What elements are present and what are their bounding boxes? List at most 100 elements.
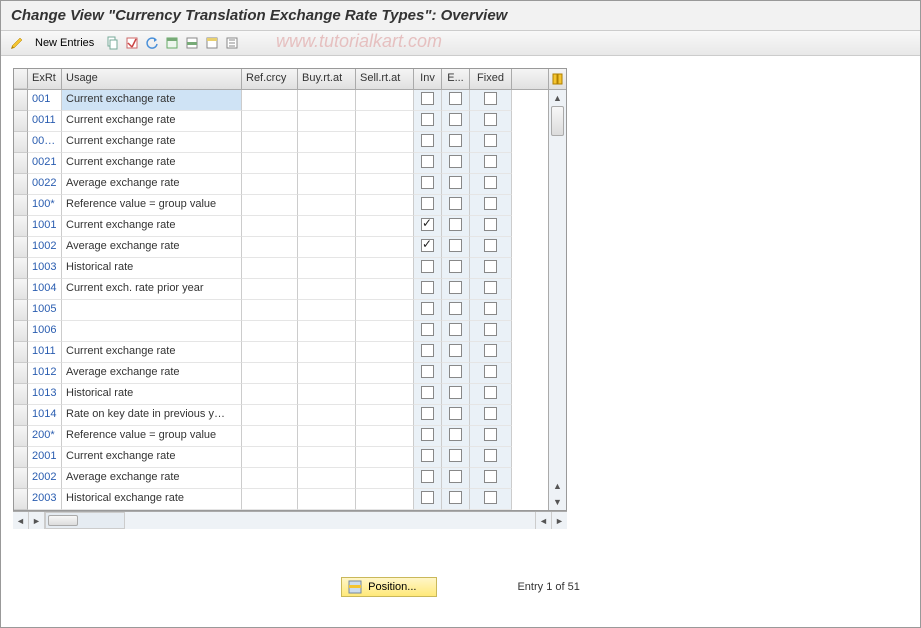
checkbox-e[interactable] bbox=[449, 260, 462, 273]
table-row[interactable]: 1014Rate on key date in previous y… bbox=[14, 405, 548, 426]
cell-e[interactable] bbox=[442, 405, 470, 426]
cell-fixed[interactable] bbox=[470, 384, 512, 405]
cell-sell[interactable] bbox=[356, 195, 414, 216]
checkbox-inv[interactable] bbox=[421, 302, 434, 315]
checkbox-e[interactable] bbox=[449, 281, 462, 294]
position-button[interactable]: Position... bbox=[341, 577, 437, 597]
cell-fixed[interactable] bbox=[470, 426, 512, 447]
toggle-display-change-icon[interactable] bbox=[9, 35, 25, 51]
row-handle[interactable] bbox=[14, 90, 28, 111]
table-row[interactable]: 1001Current exchange rate bbox=[14, 216, 548, 237]
row-handle-header[interactable] bbox=[14, 69, 28, 89]
cell-buy[interactable] bbox=[298, 258, 356, 279]
cell-inv[interactable] bbox=[414, 153, 442, 174]
cell-exrt[interactable]: 1006 bbox=[28, 321, 62, 342]
table-row[interactable]: 1011Current exchange rate bbox=[14, 342, 548, 363]
copy-as-icon[interactable] bbox=[104, 35, 120, 51]
cell-sell[interactable] bbox=[356, 447, 414, 468]
checkbox-inv[interactable] bbox=[421, 260, 434, 273]
checkbox-fixed[interactable] bbox=[484, 134, 497, 147]
cell-refcrcy[interactable] bbox=[242, 279, 298, 300]
checkbox-inv[interactable] bbox=[421, 155, 434, 168]
cell-inv[interactable] bbox=[414, 426, 442, 447]
scroll-up-arrow[interactable]: ▲ bbox=[549, 90, 566, 106]
cell-inv[interactable] bbox=[414, 405, 442, 426]
cell-usage[interactable]: Average exchange rate bbox=[62, 237, 242, 258]
checkbox-inv[interactable] bbox=[421, 218, 434, 231]
select-block-icon[interactable] bbox=[184, 35, 200, 51]
cell-usage[interactable]: Current exchange rate bbox=[62, 90, 242, 111]
cell-sell[interactable] bbox=[356, 132, 414, 153]
cell-e[interactable] bbox=[442, 216, 470, 237]
cell-sell[interactable] bbox=[356, 111, 414, 132]
table-row[interactable]: 0022Average exchange rate bbox=[14, 174, 548, 195]
cell-refcrcy[interactable] bbox=[242, 258, 298, 279]
undo-change-icon[interactable] bbox=[144, 35, 160, 51]
cell-refcrcy[interactable] bbox=[242, 216, 298, 237]
select-all-icon[interactable] bbox=[164, 35, 180, 51]
cell-fixed[interactable] bbox=[470, 489, 512, 510]
cell-inv[interactable] bbox=[414, 237, 442, 258]
checkbox-e[interactable] bbox=[449, 491, 462, 504]
checkbox-inv[interactable] bbox=[421, 323, 434, 336]
cell-usage[interactable]: Average exchange rate bbox=[62, 468, 242, 489]
cell-inv[interactable] bbox=[414, 111, 442, 132]
row-handle[interactable] bbox=[14, 237, 28, 258]
checkbox-fixed[interactable] bbox=[484, 407, 497, 420]
checkbox-e[interactable] bbox=[449, 218, 462, 231]
table-row[interactable]: 1005 bbox=[14, 300, 548, 321]
cell-e[interactable] bbox=[442, 258, 470, 279]
table-row[interactable]: 1012Average exchange rate bbox=[14, 363, 548, 384]
checkbox-fixed[interactable] bbox=[484, 239, 497, 252]
col-header-refcrcy[interactable]: Ref.crcy bbox=[242, 69, 298, 89]
checkbox-fixed[interactable] bbox=[484, 386, 497, 399]
vertical-scrollbar[interactable]: ▲ ▲ ▼ bbox=[548, 69, 566, 510]
row-handle[interactable] bbox=[14, 258, 28, 279]
cell-fixed[interactable] bbox=[470, 300, 512, 321]
cell-inv[interactable] bbox=[414, 195, 442, 216]
row-handle[interactable] bbox=[14, 216, 28, 237]
checkbox-e[interactable] bbox=[449, 470, 462, 483]
cell-e[interactable] bbox=[442, 174, 470, 195]
cell-exrt[interactable]: 1002 bbox=[28, 237, 62, 258]
cell-refcrcy[interactable] bbox=[242, 342, 298, 363]
cell-e[interactable] bbox=[442, 489, 470, 510]
checkbox-inv[interactable] bbox=[421, 239, 434, 252]
checkbox-inv[interactable] bbox=[421, 197, 434, 210]
checkbox-inv[interactable] bbox=[421, 176, 434, 189]
checkbox-inv[interactable] bbox=[421, 281, 434, 294]
cell-refcrcy[interactable] bbox=[242, 174, 298, 195]
table-row[interactable]: 0011Current exchange rate bbox=[14, 111, 548, 132]
checkbox-fixed[interactable] bbox=[484, 218, 497, 231]
checkbox-fixed[interactable] bbox=[484, 428, 497, 441]
checkbox-fixed[interactable] bbox=[484, 92, 497, 105]
cell-fixed[interactable] bbox=[470, 90, 512, 111]
scroll-track[interactable] bbox=[549, 106, 566, 478]
cell-e[interactable] bbox=[442, 342, 470, 363]
cell-sell[interactable] bbox=[356, 279, 414, 300]
where-used-icon[interactable] bbox=[224, 35, 240, 51]
cell-e[interactable] bbox=[442, 321, 470, 342]
row-handle[interactable] bbox=[14, 300, 28, 321]
cell-sell[interactable] bbox=[356, 300, 414, 321]
row-handle[interactable] bbox=[14, 342, 28, 363]
checkbox-fixed[interactable] bbox=[484, 323, 497, 336]
table-row[interactable]: 001DCurrent exchange rate bbox=[14, 132, 548, 153]
deselect-all-icon[interactable] bbox=[204, 35, 220, 51]
cell-exrt[interactable]: 2001 bbox=[28, 447, 62, 468]
col-header-sell[interactable]: Sell.rt.at bbox=[356, 69, 414, 89]
cell-buy[interactable] bbox=[298, 363, 356, 384]
col-header-fixed[interactable]: Fixed bbox=[470, 69, 512, 89]
cell-buy[interactable] bbox=[298, 216, 356, 237]
cell-fixed[interactable] bbox=[470, 363, 512, 384]
cell-usage[interactable]: Historical exchange rate bbox=[62, 489, 242, 510]
table-row[interactable]: 200*Reference value = group value bbox=[14, 426, 548, 447]
cell-usage[interactable]: Current exch. rate prior year bbox=[62, 279, 242, 300]
scroll-down-arrow[interactable]: ▼ bbox=[549, 494, 566, 510]
cell-buy[interactable] bbox=[298, 321, 356, 342]
cell-buy[interactable] bbox=[298, 174, 356, 195]
cell-exrt[interactable]: 001D bbox=[28, 132, 62, 153]
cell-exrt[interactable]: 0011 bbox=[28, 111, 62, 132]
cell-fixed[interactable] bbox=[470, 279, 512, 300]
cell-fixed[interactable] bbox=[470, 153, 512, 174]
